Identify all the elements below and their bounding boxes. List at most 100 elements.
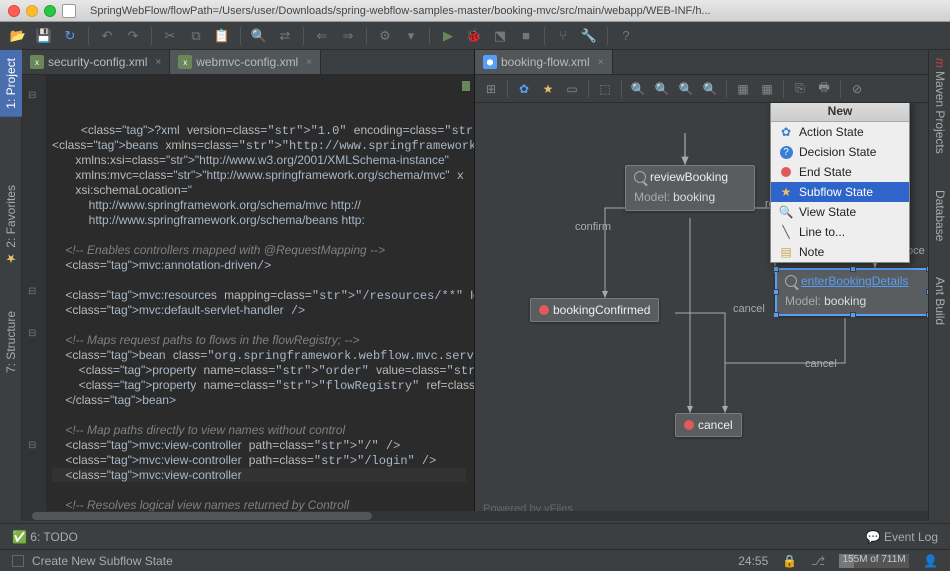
hector-icon[interactable]: 👤 <box>923 554 938 568</box>
vcs-icon[interactable]: ⑂ <box>553 26 573 46</box>
main-area: x security-config.xml × x webmvc-config.… <box>22 50 928 521</box>
paste-icon[interactable]: 📋 <box>212 26 232 46</box>
tab-webmvc-config[interactable]: x webmvc-config.xml × <box>170 50 321 74</box>
menu-decision-state[interactable]: ?Decision State <box>771 142 909 162</box>
save-icon[interactable]: 💾 <box>34 26 54 46</box>
tool-maven[interactable]: m Maven Projects <box>929 50 950 162</box>
status-bar: Create New Subflow State 24:55 🔒 ⎇ 155M … <box>0 549 950 571</box>
grid-icon[interactable]: ▦ <box>757 79 777 99</box>
run-icon[interactable]: ▶ <box>438 26 458 46</box>
node-title: enterBookingDetails <box>801 274 908 288</box>
flow-toolbar: ⊞ ✿ ★ ▭ ⬚ 🔍 🔍 🔍 🔍 ▦ ▦ ⎘ 🖶 ⊘ <box>475 75 928 103</box>
print-icon[interactable]: 🖶 <box>814 79 834 99</box>
status-message: Create New Subflow State <box>32 554 173 568</box>
menu-view-state[interactable]: 🔍View State <box>771 202 909 222</box>
coverage-icon[interactable]: ⬔ <box>490 26 510 46</box>
tool-project[interactable]: 1: Project <box>0 50 22 117</box>
gutter: ⊟ ⊟ ⊟ ⊟ <box>22 75 46 521</box>
tab-label: webmvc-config.xml <box>196 55 298 69</box>
snap-icon[interactable]: ▦ <box>733 79 753 99</box>
view-icon <box>785 275 797 287</box>
cursor-position: 24:55 <box>738 554 768 568</box>
rect-icon[interactable]: ▭ <box>562 79 582 99</box>
flow-canvas[interactable]: reviewBooking Model: booking bookingConf… <box>475 103 928 501</box>
tool-event-log[interactable]: 💬 Event Log <box>866 530 938 544</box>
redo-icon[interactable]: ↷ <box>123 26 143 46</box>
tab-label: booking-flow.xml <box>501 55 590 69</box>
end-icon <box>539 305 549 315</box>
undo-icon[interactable]: ↶ <box>97 26 117 46</box>
node-enter-booking-details[interactable]: enterBookingDetails Model: booking <box>775 268 928 316</box>
menu-action-state[interactable]: ✿Action State <box>771 122 909 142</box>
left-tool-strip: 1: Project ★2: Favorites 7: Structure <box>0 50 22 520</box>
help-icon[interactable]: ? <box>616 26 636 46</box>
config-icon[interactable]: ▾ <box>401 26 421 46</box>
replace-icon[interactable]: ⇄ <box>275 26 295 46</box>
close-icon[interactable]: × <box>306 57 312 68</box>
status-checkbox[interactable] <box>12 555 24 567</box>
back-icon[interactable]: ⇐ <box>312 26 332 46</box>
tab-booking-flow[interactable]: ⬢ booking-flow.xml × <box>475 50 613 74</box>
close-icon[interactable]: × <box>598 57 604 68</box>
git-icon[interactable]: ⎇ <box>811 554 825 568</box>
editor-panel: x security-config.xml × x webmvc-config.… <box>22 50 475 521</box>
sync-icon[interactable]: ↻ <box>60 26 80 46</box>
bottom-tool-bar: ✅ 6: TODO 💬 Event Log <box>0 523 950 549</box>
node-cancel[interactable]: cancel <box>675 413 742 437</box>
mode-icon[interactable]: ⬚ <box>595 79 615 99</box>
zoom-out-icon[interactable]: 🔍 <box>652 79 672 99</box>
tool-ant[interactable]: Ant Build <box>929 269 950 333</box>
open-icon[interactable]: 📂 <box>8 26 28 46</box>
menu-end-state[interactable]: End State <box>771 162 909 182</box>
node-review-booking[interactable]: reviewBooking Model: booking <box>625 165 755 211</box>
tool-database[interactable]: Database <box>929 182 950 249</box>
main-toolbar: 📂 💾 ↻ ↶ ↷ ✂ ⧉ 📋 🔍 ⇄ ⇐ ⇒ ⚙ ▾ ▶ 🐞 ⬔ ■ ⑂ 🔧 … <box>0 22 950 50</box>
xml-icon: x <box>30 55 44 69</box>
end-icon <box>684 420 694 430</box>
gear-icon[interactable]: ✿ <box>514 79 534 99</box>
window-minimize-button[interactable] <box>26 5 38 17</box>
export-icon[interactable]: ⎘ <box>790 79 810 99</box>
flow-icon: ⬢ <box>483 55 497 69</box>
menu-note[interactable]: ▤Note <box>771 242 909 262</box>
copy-icon[interactable]: ⧉ <box>186 26 206 46</box>
debug-icon[interactable]: 🐞 <box>464 26 484 46</box>
zoom-in-icon[interactable]: 🔍 <box>628 79 648 99</box>
lock-icon[interactable]: 🔒 <box>782 554 797 568</box>
tab-security-config[interactable]: x security-config.xml × <box>22 50 170 74</box>
flow-tabs: ⬢ booking-flow.xml × <box>475 50 928 75</box>
build-icon[interactable]: ⚙ <box>375 26 395 46</box>
settings-icon[interactable]: 🔧 <box>579 26 599 46</box>
model-value: booking <box>824 294 866 308</box>
zoom-actual-icon[interactable]: 🔍 <box>700 79 720 99</box>
menu-subflow-state[interactable]: ★Subflow State <box>771 182 909 202</box>
forward-icon[interactable]: ⇒ <box>338 26 358 46</box>
overview-indicator <box>462 81 470 91</box>
find-icon[interactable]: 🔍 <box>249 26 269 46</box>
editor-tabs: x security-config.xml × x webmvc-config.… <box>22 50 474 75</box>
delete-icon[interactable]: ⊘ <box>847 79 867 99</box>
edge-label-cancel2: cancel <box>805 358 837 370</box>
tab-label: security-config.xml <box>48 55 147 69</box>
memory-indicator[interactable]: 155M of 711M <box>839 554 909 568</box>
tool-todo[interactable]: ✅ 6: TODO <box>12 530 78 544</box>
cut-icon[interactable]: ✂ <box>160 26 180 46</box>
code-editor[interactable]: ⊟ ⊟ ⊟ ⊟ <class="tag">?xml version=class=… <box>22 75 474 521</box>
stop-icon[interactable]: ■ <box>516 26 536 46</box>
node-booking-confirmed[interactable]: bookingConfirmed <box>530 298 659 322</box>
flow-scrollbar[interactable] <box>22 511 928 521</box>
menu-line-to[interactable]: ╲Line to... <box>771 222 909 242</box>
window-zoom-button[interactable] <box>44 5 56 17</box>
model-value: booking <box>673 190 715 204</box>
titlebar: SpringWebFlow/flowPath=/Users/user/Downl… <box>0 0 950 22</box>
tool-favorites[interactable]: ★2: Favorites <box>0 177 22 274</box>
model-label: Model: <box>785 294 821 308</box>
tool-structure[interactable]: 7: Structure <box>0 303 22 381</box>
edge-label-confirm: confirm <box>575 221 611 233</box>
star-icon[interactable]: ★ <box>538 79 558 99</box>
close-icon[interactable]: × <box>155 57 161 68</box>
zoom-fit-icon[interactable]: 🔍 <box>676 79 696 99</box>
window-close-button[interactable] <box>8 5 20 17</box>
question-icon: ? <box>779 145 793 159</box>
layout-icon[interactable]: ⊞ <box>481 79 501 99</box>
